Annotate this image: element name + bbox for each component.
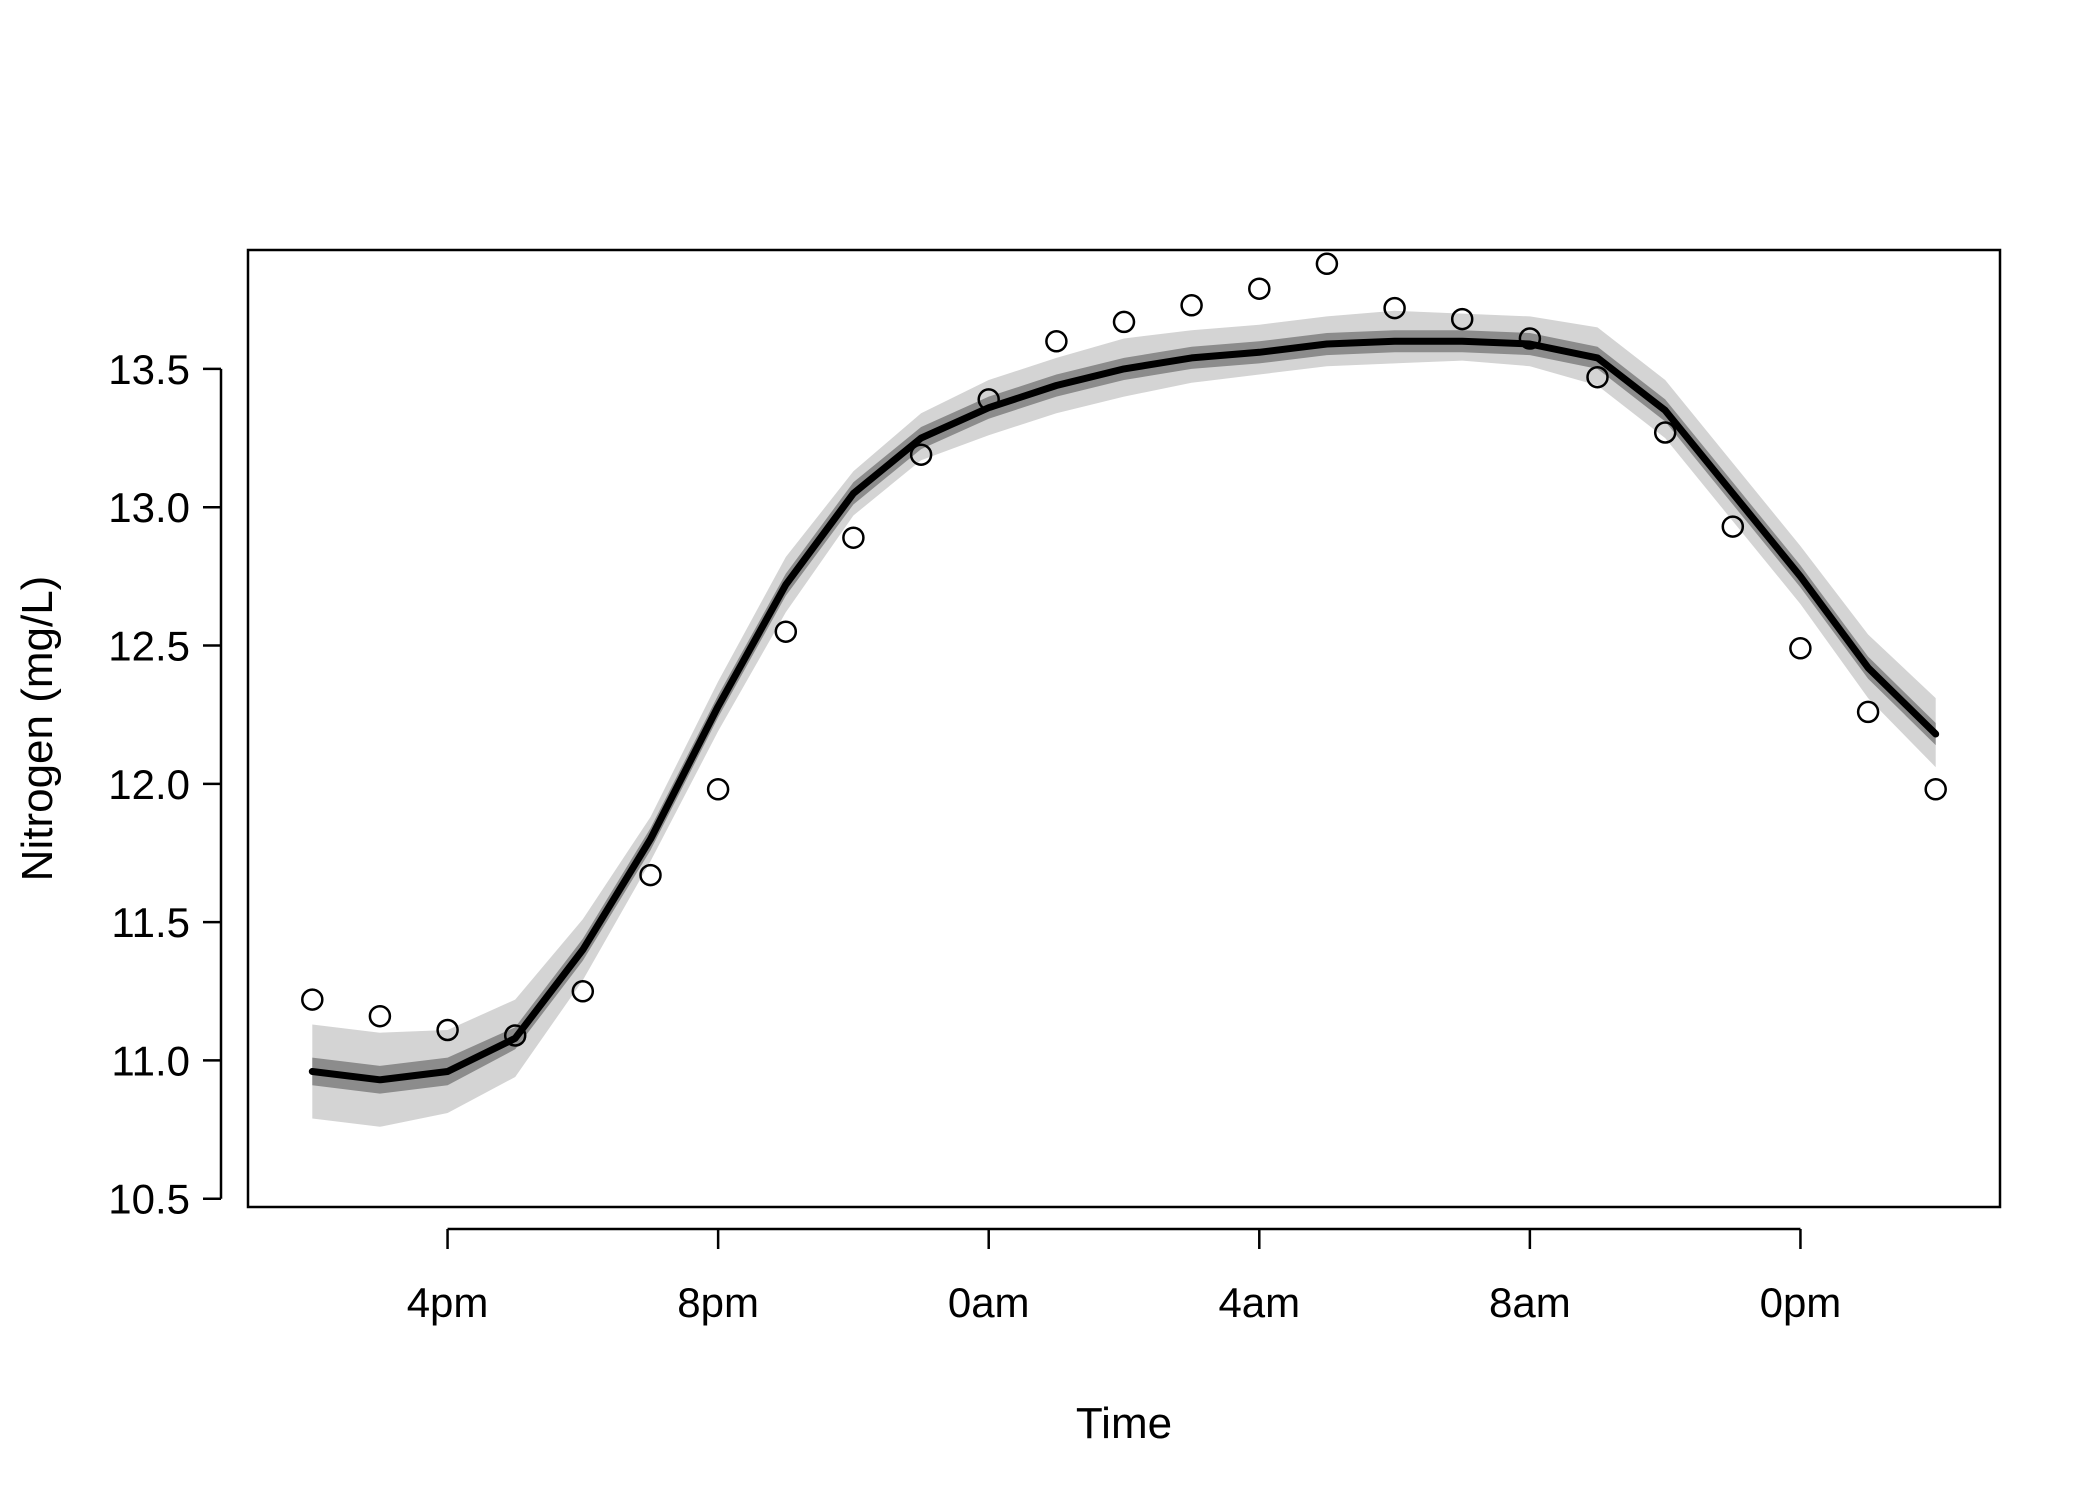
fitted-line-group (308, 337, 1940, 1084)
x-tick-label: 8am (1489, 1279, 1571, 1326)
x-tick-label: 8pm (677, 1279, 759, 1326)
x-tick-label: 4pm (407, 1279, 489, 1326)
data-point (301, 988, 324, 1011)
data-point (1112, 310, 1136, 334)
y-axis: 10.5 11.0 11.5 12.0 12.5 13.0 13.5 (108, 346, 223, 1223)
data-point (571, 980, 595, 1003)
confidence-band-outer (312, 310, 1936, 1127)
y-tick-label: 11.0 (111, 1037, 190, 1084)
data-point (1180, 294, 1203, 317)
data-point (909, 443, 933, 466)
y-tick-label: 12.5 (108, 623, 190, 670)
data-point (436, 1018, 459, 1042)
data-point (1924, 778, 1947, 801)
confidence-bands (312, 310, 1936, 1127)
data-point (368, 1004, 392, 1028)
observed-points (301, 252, 1947, 1047)
data-point (977, 388, 1000, 411)
x-tick-label: 4am (1218, 1279, 1300, 1326)
y-tick-label: 13.0 (108, 484, 190, 531)
data-point (1789, 637, 1812, 660)
data-point (842, 526, 865, 549)
data-point (1721, 515, 1745, 538)
y-tick-label: 12.0 (108, 761, 190, 808)
y-tick-label: 11.5 (111, 899, 190, 946)
x-tick-label: 0am (948, 1279, 1030, 1326)
data-point (1315, 252, 1339, 276)
data-point (774, 620, 798, 643)
data-point (1653, 421, 1677, 444)
plot-frame (246, 248, 2002, 1209)
data-point (1586, 365, 1609, 389)
data-point (706, 778, 730, 801)
fitted-line (308, 337, 1940, 1084)
data-point (1450, 307, 1474, 331)
x-axis: 4pm 8pm 0am 4am 8am 0pm (407, 1227, 1842, 1326)
data-point (1518, 327, 1542, 350)
data-point (503, 1024, 527, 1047)
x-axis-title: Time (1076, 1399, 1172, 1448)
data-point (1248, 277, 1271, 300)
x-tick-label: 0pm (1760, 1279, 1842, 1326)
data-point (1856, 700, 1880, 724)
y-tick-label: 10.5 (108, 1176, 190, 1223)
data-point (1045, 330, 1068, 353)
y-tick-label: 13.5 (108, 346, 190, 393)
data-point (639, 863, 662, 887)
data-point (1383, 296, 1406, 320)
y-axis-title: Nitrogen (mg/L) (13, 576, 62, 882)
